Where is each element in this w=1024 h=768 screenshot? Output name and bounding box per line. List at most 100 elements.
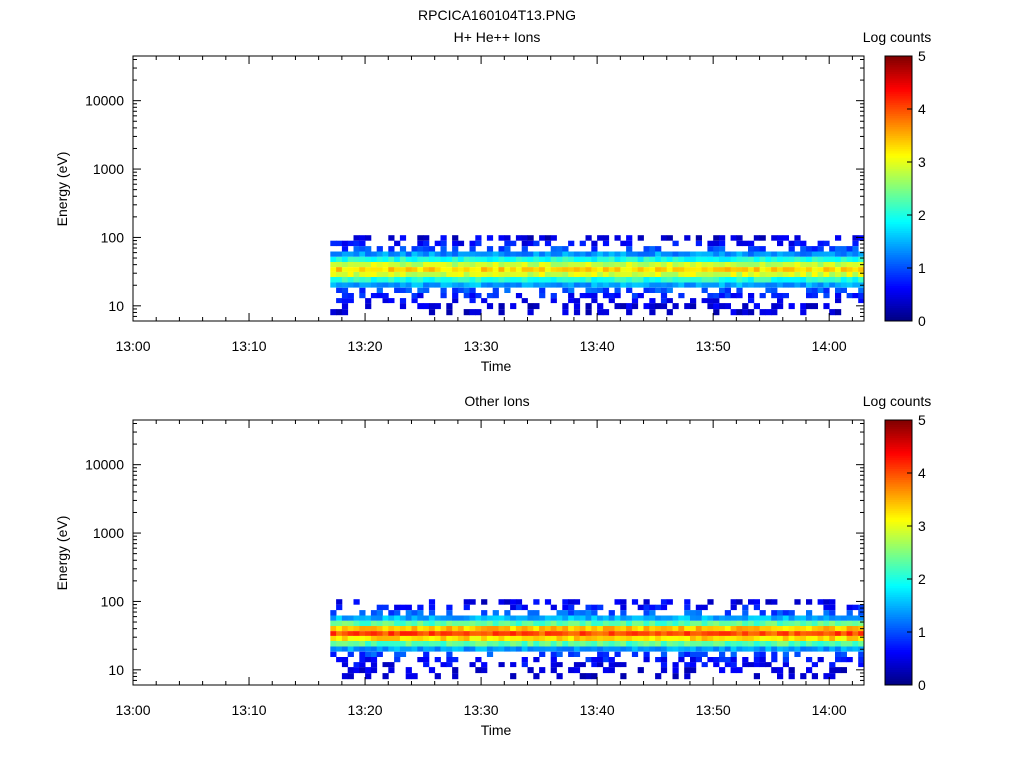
heatmap-cell (504, 282, 511, 288)
heatmap-cell (579, 615, 586, 621)
heatmap-cell (556, 251, 563, 257)
colorbar-segment (885, 570, 912, 573)
heatmap-cell (423, 271, 430, 277)
heatmap-cell (353, 641, 360, 647)
heatmap-cell (481, 667, 488, 674)
heatmap-cell (811, 256, 818, 262)
colorbar-segment (885, 170, 912, 174)
heatmap-cell (713, 657, 720, 663)
heatmap-cell (736, 641, 743, 647)
heatmap-cell (539, 651, 546, 657)
heatmap-cell (753, 625, 760, 631)
heatmap-cell (405, 646, 412, 652)
heatmap-cell (852, 267, 859, 272)
heatmap-cell (631, 625, 639, 631)
heatmap-cell (568, 635, 575, 641)
colorbar-segment (885, 254, 912, 258)
heatmap-cell (707, 256, 714, 262)
heatmap-cell (469, 271, 476, 277)
heatmap-cell (573, 282, 581, 288)
heatmap-cell (370, 646, 378, 652)
heatmap-cell (527, 610, 534, 616)
heatmap-cell (777, 673, 784, 680)
colorbar-segment (885, 554, 912, 558)
colorbar-segment (885, 625, 912, 628)
heatmap-cell (382, 293, 389, 299)
heatmap-cell (446, 303, 453, 310)
heatmap-cell (504, 631, 511, 636)
colorbar-segment (885, 239, 912, 242)
heatmap-cell (336, 287, 343, 293)
heatmap-cell (835, 651, 842, 657)
heatmap-cell (684, 271, 691, 277)
heatmap-cell (434, 240, 441, 247)
heatmap-cell (637, 235, 644, 241)
heatmap-cell (382, 673, 389, 680)
heatmap-cell (608, 631, 615, 636)
heatmap-cell (452, 271, 459, 277)
heatmap-cell (788, 635, 795, 641)
heatmap-cell (690, 261, 697, 267)
heatmap-cell (365, 635, 372, 641)
heatmap-cell (434, 631, 441, 636)
heatmap-cell (452, 631, 459, 636)
heatmap-cell (498, 251, 505, 257)
heatmap-cell (370, 610, 378, 616)
heatmap-cell (684, 256, 691, 262)
heatmap-cell (446, 277, 453, 283)
heatmap-cell (672, 251, 679, 257)
heatmap-cell (527, 261, 534, 267)
heatmap-cell (678, 625, 685, 631)
heatmap-cell (457, 615, 465, 621)
heatmap-cell (608, 293, 615, 299)
heatmap-cell (463, 277, 470, 283)
heatmap-cell (515, 282, 523, 288)
heatmap-cell (556, 631, 563, 636)
heatmap-cell (550, 271, 557, 277)
heatmap-cell (388, 625, 395, 631)
heatmap-cell (771, 651, 778, 657)
heatmap-cell (672, 646, 679, 652)
heatmap-cell (341, 625, 349, 631)
heatmap-cell (446, 651, 453, 657)
colorbar-segment (885, 228, 912, 231)
heatmap-cell (765, 271, 772, 277)
heatmap-cell (643, 256, 650, 262)
heatmap-cell (417, 657, 424, 663)
heatmap-cell (492, 256, 499, 262)
heatmap-cell (626, 620, 633, 626)
heatmap-cell (649, 271, 656, 277)
heatmap-cell (498, 261, 505, 267)
heatmap-cell (614, 635, 621, 641)
heatmap-cell (858, 256, 865, 262)
heatmap-cell (556, 246, 563, 252)
heatmap-cell (806, 641, 813, 647)
heatmap-cell (817, 256, 824, 262)
heatmap-cell (405, 256, 412, 262)
heatmap-cell (579, 635, 586, 641)
x-axis-label: Time (481, 722, 512, 738)
heatmap-cell (724, 615, 731, 621)
heatmap-cell (730, 620, 737, 626)
heatmap-cell (399, 625, 407, 631)
heatmap-cell (643, 620, 650, 626)
heatmap-cell (417, 287, 424, 293)
heatmap-cell (562, 261, 569, 267)
heatmap-cell (411, 246, 418, 252)
heatmap-cell (573, 641, 581, 647)
heatmap-cell (649, 267, 656, 272)
heatmap-cell (510, 282, 517, 288)
heatmap-cell (533, 635, 540, 641)
heatmap-cell (498, 599, 505, 605)
heatmap-cell (463, 293, 470, 299)
heatmap-cell (660, 599, 668, 605)
heatmap-cell (794, 267, 801, 272)
heatmap-cell (643, 261, 650, 267)
heatmap-cell (759, 282, 766, 288)
heatmap-cell (608, 277, 615, 283)
heatmap-cell (411, 293, 418, 299)
heatmap-cell (643, 271, 650, 277)
heatmap-cell (800, 246, 807, 252)
heatmap-cell (452, 667, 459, 674)
heatmap-cell (394, 631, 401, 636)
